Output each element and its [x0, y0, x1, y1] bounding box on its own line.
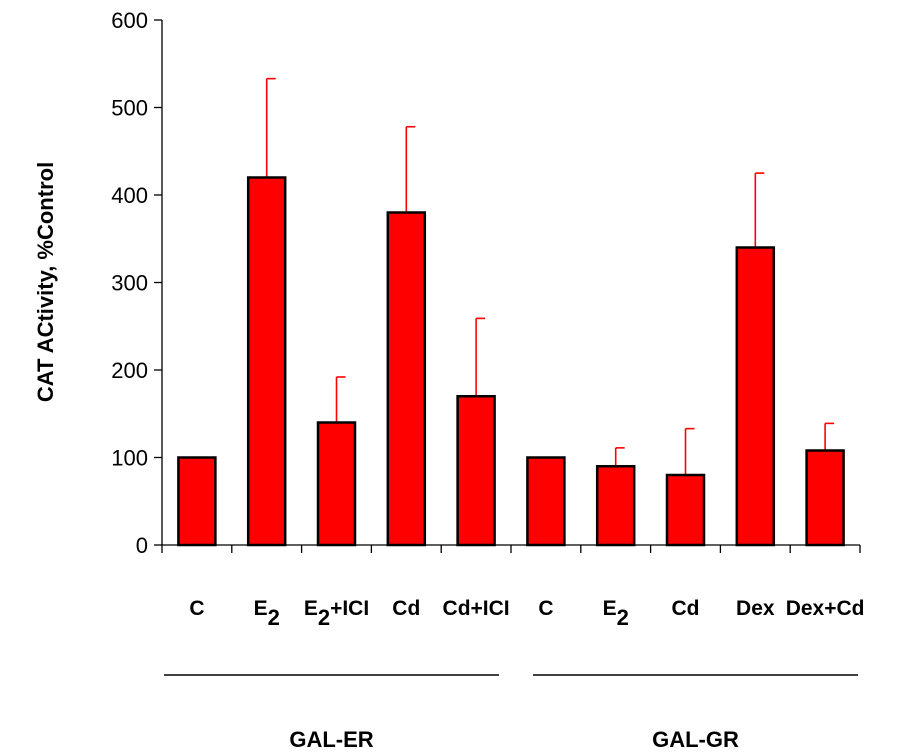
x-tick-label: Cd — [392, 597, 420, 620]
bar — [177, 456, 217, 547]
bar — [386, 211, 427, 547]
bars — [177, 77, 845, 547]
category-labels: C E2 E2+ICI Cd Cd+ICI C E2 Cd Dex Dex+Cd — [189, 597, 864, 630]
bar — [316, 421, 357, 547]
bar — [246, 176, 287, 547]
y-axis-title: CAT ACtivity, %Control — [33, 162, 58, 402]
group-label: GAL-GR — [652, 727, 739, 752]
x-tick-label: C — [538, 597, 553, 620]
y-tick-label: 100 — [111, 446, 148, 471]
bar — [456, 395, 496, 547]
x-tick-label: E2 — [603, 597, 629, 630]
bar — [665, 473, 706, 547]
x-tick-label: Cd+ICI — [443, 597, 510, 620]
bar — [735, 246, 776, 547]
group-label: GAL-ER — [289, 727, 373, 752]
y-tick-label: 200 — [111, 358, 148, 383]
y-tick-label: 400 — [111, 183, 148, 208]
x-tick-label: C — [189, 597, 204, 620]
bar — [526, 456, 566, 547]
x-tick-label: E2 — [254, 597, 280, 630]
x-tick-label: Cd — [672, 597, 700, 620]
y-tick-label: 600 — [111, 8, 148, 33]
bar — [595, 465, 636, 547]
x-tick-label: Dex+Cd — [786, 597, 865, 620]
group-brackets: GAL-ER GAL-GR — [164, 674, 858, 752]
x-tick-label: Dex — [736, 597, 775, 620]
y-tick-label: 0 — [136, 533, 148, 558]
y-tick-label: 300 — [111, 271, 148, 296]
bar — [805, 449, 845, 547]
x-tick-label: E2+ICI — [304, 597, 369, 630]
y-axis: 0 100 200 300 400 500 600 — [111, 8, 163, 558]
y-tick-label: 500 — [111, 96, 148, 121]
